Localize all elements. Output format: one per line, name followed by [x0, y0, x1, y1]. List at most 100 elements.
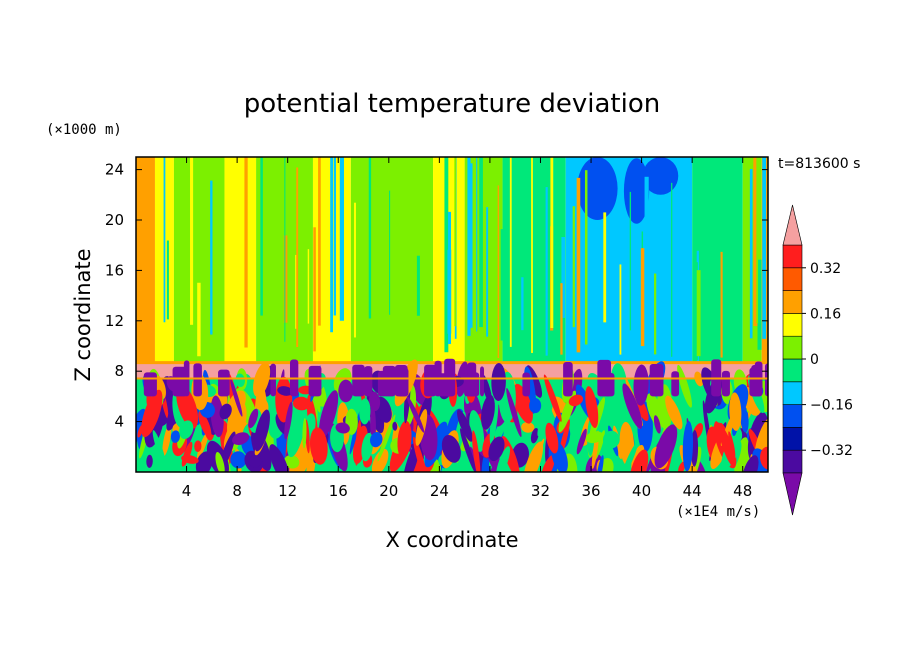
turbulent-eddy: [506, 388, 522, 438]
turbulent-eddy: [501, 436, 520, 472]
turbulent-eddy: [370, 432, 383, 448]
turbulent-eddy: [146, 454, 153, 468]
lower-layer-top-edge: [136, 377, 768, 380]
turbulent-eddy: [287, 407, 306, 458]
turbulent-eddy: [457, 409, 473, 442]
x-tick-label: 20: [379, 482, 398, 500]
x-tick-label: 36: [581, 482, 600, 500]
turbulent-eddy: [338, 379, 354, 403]
upper-streak: [313, 227, 316, 352]
turbulent-eddy: [196, 431, 209, 460]
upper-streak: [696, 270, 701, 357]
turbulent-eddy: [621, 442, 638, 472]
upper-streak: [444, 157, 449, 353]
turbulent-eddy: [162, 423, 172, 457]
turbulent-eddy: [728, 431, 736, 458]
colorbar-min-triangle: [782, 472, 803, 516]
colorbar-box: [782, 404, 803, 428]
y-tick-label: 12: [105, 312, 124, 330]
turbulent-eddy: [488, 436, 505, 462]
plot-frame: [135, 156, 769, 473]
turbulent-eddy: [289, 441, 312, 472]
upper-streak: [497, 185, 499, 359]
turbulent-eddy: [714, 411, 727, 423]
colorbar-box: [782, 427, 803, 451]
upper-streak: [753, 157, 758, 327]
x-tick-label: 32: [531, 482, 550, 500]
x-tick-label: 12: [278, 482, 297, 500]
colorbar-tick-label: 0: [810, 352, 819, 368]
turbulent-eddy: [219, 431, 236, 471]
cold-plume: [382, 365, 396, 397]
upper-streak: [762, 157, 767, 339]
upper-streak: [210, 180, 213, 335]
cold-plume: [649, 363, 664, 397]
cold-plume: [218, 369, 230, 397]
colorbar-box: [782, 290, 803, 314]
plot-area: [136, 157, 768, 472]
turbulent-eddy: [232, 432, 250, 445]
turbulent-eddy: [318, 390, 339, 439]
colorbar-box: [782, 358, 803, 383]
turbulent-eddy: [523, 441, 544, 472]
upper-streak: [695, 262, 698, 361]
turbulent-eddy: [335, 422, 350, 434]
colorbar-box: [782, 313, 803, 337]
x-tick-label: 28: [480, 482, 499, 500]
turbulent-eddy: [198, 411, 212, 438]
cold-anomaly: [642, 157, 679, 195]
upper-streak: [550, 157, 554, 328]
upper-streak: [448, 211, 452, 344]
turbulent-eddy: [170, 430, 181, 443]
upper-streak: [244, 157, 248, 348]
upper-streak: [757, 259, 762, 350]
upper-streak: [557, 178, 559, 317]
turbulent-eddy: [602, 430, 620, 449]
colorbar-tick-label: −0.32: [810, 443, 853, 459]
turbulent-eddy: [460, 428, 477, 472]
turbulent-eddy: [596, 455, 604, 472]
turbulent-eddy: [248, 455, 262, 468]
turbulent-eddy: [576, 428, 587, 455]
y-tick-label: 16: [105, 261, 124, 279]
turbulent-eddy: [194, 440, 202, 452]
upper-streak: [584, 170, 588, 345]
turbulent-eddy: [284, 401, 293, 440]
turbulent-eddy: [568, 394, 584, 407]
turbulent-eddy: [599, 403, 612, 427]
turbulent-eddy: [253, 362, 271, 398]
upper-streak: [318, 157, 321, 326]
turbulent-eddy: [545, 422, 559, 454]
turbulent-eddy: [406, 396, 425, 433]
upper-column: [224, 157, 257, 364]
upper-streak: [360, 233, 363, 351]
x-tick-label: 44: [683, 482, 702, 500]
x-unit-label: (×1E4 m/s): [676, 504, 760, 520]
cold-plume: [721, 370, 730, 397]
y-axis: 4 8 12 16 20 24: [105, 161, 768, 431]
turbulent-eddy: [491, 362, 506, 402]
turbulent-eddy: [537, 391, 556, 437]
upper-streak: [671, 182, 673, 357]
colorbar-box: [782, 267, 803, 291]
upper-streak: [469, 163, 473, 328]
colorbar-box: [782, 244, 803, 269]
colorbar-box: [782, 335, 803, 360]
turbulent-eddy: [513, 383, 533, 424]
upper-streak: [603, 212, 607, 323]
upper-streak: [572, 206, 575, 328]
turbulent-eddy: [269, 444, 290, 472]
upper-streak: [138, 244, 142, 313]
upper-streak: [389, 190, 391, 315]
upper-streak: [333, 157, 337, 316]
cold-plume: [424, 364, 437, 397]
turbulent-eddy: [653, 415, 661, 434]
turbulent-eddy: [529, 398, 542, 414]
cold-plume: [143, 372, 157, 397]
turbulent-eddy: [181, 454, 199, 464]
turbulent-eddy: [682, 421, 694, 472]
colorbar-max-triangle: [782, 204, 803, 246]
turbulent-eddy: [137, 424, 144, 438]
upper-streak: [289, 191, 294, 322]
